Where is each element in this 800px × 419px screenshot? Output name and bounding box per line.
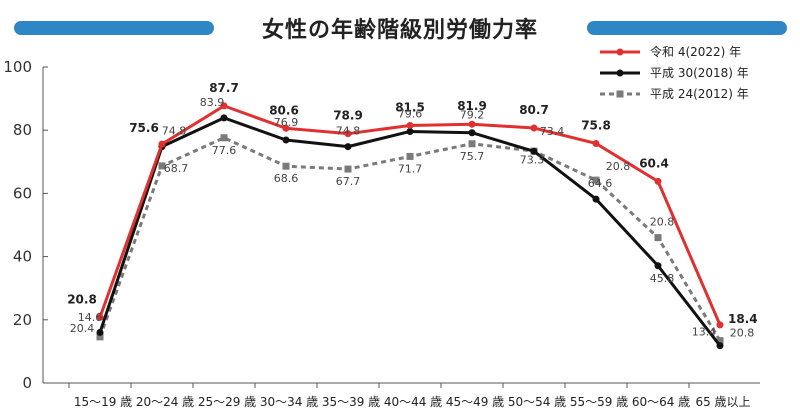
chart-title: 女性の年齢階級別労働力率	[261, 18, 538, 43]
y-tick-label: 20	[13, 311, 32, 329]
data-label-0: 81.9	[457, 99, 487, 113]
series-point-1	[220, 114, 228, 122]
series-point-2	[220, 134, 228, 142]
data-label-0: 75.8	[581, 118, 611, 132]
legend-marker-1	[616, 69, 624, 77]
data-label-0: 81.5	[395, 100, 425, 114]
x-tick-label: 35～39 歳	[322, 395, 380, 409]
data-label-0: 80.6	[269, 103, 299, 117]
series-point-2	[468, 140, 476, 148]
y-tick-label: 0	[22, 374, 32, 392]
title-decoration-left	[14, 21, 214, 35]
data-label-0: 20.8	[67, 292, 97, 306]
series-point-1	[530, 147, 538, 155]
x-tick-label: 40～44 歳	[384, 395, 442, 409]
series-point-2	[158, 162, 166, 170]
x-tick-label: 45～49 歳	[446, 395, 504, 409]
data-label-2: 14.6	[78, 311, 103, 324]
series-point-2	[406, 152, 414, 160]
title-decoration-right	[587, 21, 787, 35]
data-label-2: 75.7	[460, 150, 485, 163]
data-label-2: 71.7	[398, 162, 423, 175]
series-point-0	[158, 140, 166, 148]
series-line-0	[98, 104, 722, 326]
data-label-0: 87.7	[209, 81, 239, 95]
legend-marker-0	[616, 48, 624, 56]
data-label-2: 67.7	[336, 175, 361, 188]
x-tick-label: 65 歳以上	[695, 395, 750, 409]
legend-label-1: 平成 30(2018) 年	[650, 66, 749, 80]
data-label-1: 76.9	[274, 116, 299, 129]
data-label-2: 73.4	[540, 125, 565, 138]
series-point-1	[344, 143, 352, 151]
data-label-1: 64.6	[588, 177, 613, 190]
series-point-0	[406, 121, 414, 129]
data-label-0: 60.4	[639, 156, 669, 170]
series-point-2	[592, 176, 600, 184]
y-tick-label: 100	[3, 58, 32, 76]
data-label-2: 68.6	[274, 172, 299, 185]
series-point-1	[96, 328, 104, 336]
series-point-2	[654, 234, 662, 242]
series-point-0	[96, 313, 104, 321]
y-tick-label: 40	[13, 248, 32, 266]
data-label-0: 78.9	[333, 109, 363, 123]
x-tick-label: 25～29 歳	[198, 395, 256, 409]
y-tick-label: 80	[13, 121, 32, 139]
legend-label-0: 令和 4(2022) 年	[650, 44, 741, 59]
series-point-1	[592, 195, 600, 203]
series-point-1	[406, 127, 414, 135]
data-label-1: 73.3	[520, 153, 545, 166]
series-line-1	[98, 116, 722, 347]
series-point-1	[282, 136, 290, 144]
data-label-1: 74.8	[336, 125, 361, 138]
data-label-1: 79.6	[398, 107, 423, 120]
data-label-extra: 20.4	[70, 322, 95, 335]
data-label-1: 13.4	[692, 326, 717, 339]
y-tick-label: 60	[13, 184, 32, 202]
series-point-0	[468, 120, 476, 128]
data-label-0: 18.4	[728, 312, 758, 326]
x-tick-label: 55～59 歳	[570, 395, 628, 409]
x-tick-label: 15～19 歳	[74, 395, 132, 409]
series-point-0	[282, 124, 290, 132]
series-point-2	[282, 162, 290, 170]
data-label-2: 20.8	[730, 327, 755, 340]
series-point-0	[530, 124, 538, 132]
series-point-0	[592, 139, 600, 147]
x-tick-label: 30～34 歳	[260, 395, 318, 409]
series-point-0	[654, 177, 662, 185]
series-point-0	[344, 130, 352, 138]
data-label-1: 83.9	[200, 96, 225, 109]
legend-marker-2	[616, 90, 624, 98]
data-label-1: 45.8	[650, 272, 675, 285]
series-point-1	[716, 342, 724, 350]
data-label-2: 68.7	[164, 162, 189, 175]
data-label-2: 20.8	[650, 216, 675, 229]
x-tick-label: 20～24 歳	[136, 395, 194, 409]
x-tick-label: 50～54 歳	[508, 395, 566, 409]
x-tick-label: 60～64 歳	[632, 395, 690, 409]
series-point-1	[468, 129, 476, 137]
series-point-1	[654, 262, 662, 270]
data-label-1: 79.2	[460, 109, 485, 122]
data-label-2: 77.6	[212, 144, 237, 157]
series-point-2	[96, 333, 104, 341]
series-point-0	[220, 102, 228, 110]
legend-label-2: 平成 24(2012) 年	[650, 87, 749, 101]
data-label-1: 74.8	[162, 125, 187, 138]
series-point-0	[716, 321, 724, 329]
data-label-2: 20.8	[606, 160, 631, 173]
series-point-2	[716, 337, 724, 345]
data-label-0: 80.7	[519, 103, 549, 117]
data-label-0: 75.6	[129, 121, 159, 135]
series-point-2	[344, 165, 352, 173]
